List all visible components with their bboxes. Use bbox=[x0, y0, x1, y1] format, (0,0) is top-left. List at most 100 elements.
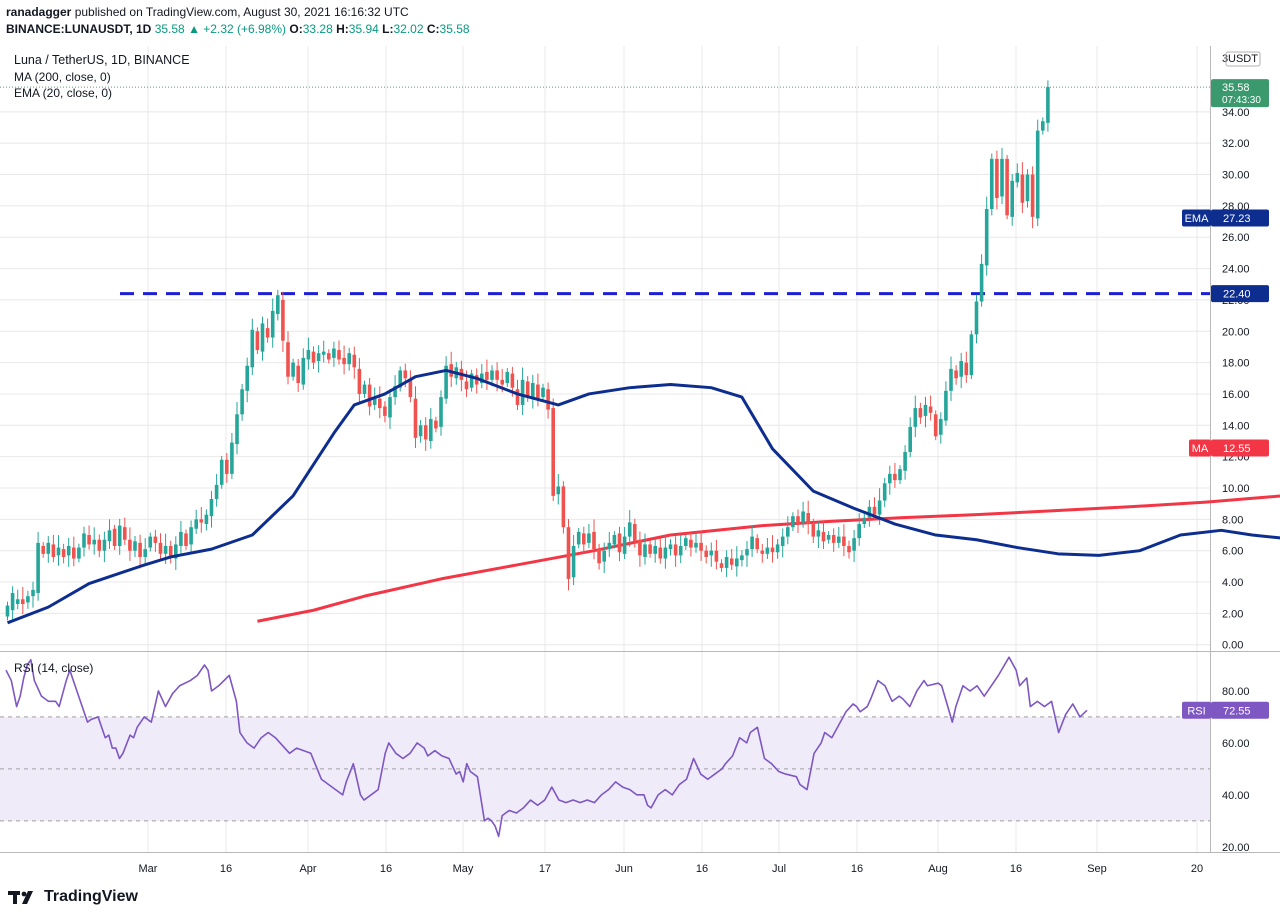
candle-body bbox=[663, 547, 668, 559]
candle-body bbox=[546, 389, 550, 410]
candle-body bbox=[668, 544, 673, 550]
candle-body bbox=[729, 558, 734, 565]
legend-ma[interactable]: MA (200, close, 0) bbox=[14, 69, 111, 84]
candle-body bbox=[403, 370, 408, 379]
rsi-legend[interactable]: RSI (14, close) bbox=[14, 661, 94, 675]
candle-body bbox=[984, 209, 989, 266]
candle-body bbox=[765, 547, 770, 554]
last-price-value: 35.58 bbox=[1222, 82, 1250, 94]
x-tick-label: Aug bbox=[928, 863, 948, 875]
candle-body bbox=[770, 547, 775, 553]
x-tick-label: 20 bbox=[1191, 863, 1203, 875]
candle-body bbox=[281, 299, 285, 341]
candle-body bbox=[174, 544, 178, 559]
candle-body bbox=[219, 459, 224, 485]
candle-body bbox=[179, 531, 183, 546]
y-tick-label: 32.00 bbox=[1222, 138, 1250, 150]
candle-body bbox=[306, 350, 311, 360]
candle-body bbox=[255, 331, 260, 351]
candle-body bbox=[184, 533, 188, 546]
published-text: published on TradingView.com, August 30,… bbox=[74, 5, 409, 19]
candle-body bbox=[735, 558, 739, 567]
candle-body bbox=[877, 500, 882, 515]
candle-body bbox=[821, 531, 826, 542]
candle-body bbox=[602, 550, 606, 562]
candle-body bbox=[418, 425, 423, 437]
legend-title: Luna / TetherUS, 1D, BINANCE bbox=[14, 53, 190, 67]
candle-body bbox=[515, 389, 520, 405]
candle-body bbox=[811, 524, 816, 537]
candle-body bbox=[571, 545, 576, 578]
y-tick-label: 24.00 bbox=[1222, 264, 1250, 276]
x-tick-label: Mar bbox=[139, 863, 158, 875]
candle-body bbox=[398, 370, 402, 388]
support-tag-value-box bbox=[1211, 285, 1269, 303]
y-tick-label: 26.00 bbox=[1222, 232, 1250, 244]
candle-body bbox=[903, 451, 907, 471]
candle-body bbox=[622, 536, 627, 554]
candle-body bbox=[872, 506, 877, 515]
candle-body bbox=[592, 531, 596, 550]
ema-tag-label: EMA bbox=[1185, 213, 1210, 225]
candle-body bbox=[780, 536, 785, 546]
candle-body bbox=[974, 301, 979, 335]
candle-body bbox=[153, 536, 158, 543]
candle-body bbox=[612, 535, 617, 545]
candle-body bbox=[745, 549, 749, 556]
tradingview-logo[interactable]: TradingView bbox=[8, 888, 138, 906]
candle-body bbox=[556, 486, 561, 495]
candle-body bbox=[944, 390, 948, 421]
x-tick-label: 17 bbox=[539, 863, 551, 875]
x-tick-label: Sep bbox=[1087, 863, 1107, 875]
candle-body bbox=[704, 550, 708, 557]
candle-body bbox=[87, 535, 91, 545]
symbol: BINANCE:LUNAUSDT, 1D bbox=[6, 22, 152, 36]
candle-body bbox=[107, 530, 112, 542]
chart-header: ranadagger published on TradingView.com,… bbox=[6, 4, 470, 38]
candle-body bbox=[607, 542, 612, 550]
candle-body bbox=[276, 295, 280, 315]
candle-body bbox=[194, 519, 198, 529]
candle-body bbox=[541, 387, 545, 398]
legend-ema[interactable]: EMA (20, close, 0) bbox=[14, 86, 113, 100]
candle-body bbox=[699, 542, 703, 551]
x-tick-label: May bbox=[453, 863, 474, 875]
candle-body bbox=[36, 542, 40, 594]
candle-body bbox=[15, 599, 20, 604]
ma-200-line bbox=[257, 494, 1280, 623]
candle-body bbox=[352, 354, 357, 368]
candle-body bbox=[510, 373, 515, 388]
y-tick-label: 8.00 bbox=[1222, 514, 1243, 526]
y-tick-label: 18.00 bbox=[1222, 358, 1250, 370]
rsi-tick-label: 80.00 bbox=[1222, 686, 1250, 698]
candle-body bbox=[270, 310, 275, 338]
candle-body bbox=[775, 544, 780, 553]
ema-tag-value-box bbox=[1211, 209, 1269, 227]
candle-body bbox=[291, 362, 295, 377]
candle-body bbox=[709, 550, 714, 556]
candle-body bbox=[423, 425, 428, 440]
x-tick-label: 16 bbox=[696, 863, 708, 875]
y-tick-label: 34.00 bbox=[1222, 107, 1250, 119]
candle-body bbox=[148, 536, 153, 548]
rsi-tick-label: 60.00 bbox=[1222, 738, 1250, 750]
ma-tag-label-box bbox=[1189, 439, 1211, 457]
candle-body bbox=[643, 544, 647, 557]
candle-body bbox=[928, 406, 933, 413]
candle-body bbox=[464, 381, 469, 390]
rsi-tag-value: 72.55 bbox=[1223, 705, 1251, 717]
rsi-tag-label: RSI bbox=[1187, 705, 1205, 717]
candle-body bbox=[480, 373, 484, 383]
candle-body bbox=[189, 527, 193, 545]
last-price-box bbox=[1211, 79, 1269, 108]
candle-body bbox=[1025, 174, 1030, 202]
ma-tag-value: 12.55 bbox=[1223, 443, 1251, 455]
candle-body bbox=[587, 533, 591, 543]
candle-body bbox=[163, 545, 168, 554]
x-tick-label: 16 bbox=[220, 863, 232, 875]
candle-body bbox=[525, 381, 530, 396]
candle-body bbox=[123, 527, 127, 540]
candle-body bbox=[627, 522, 632, 537]
candle-body bbox=[816, 530, 821, 537]
